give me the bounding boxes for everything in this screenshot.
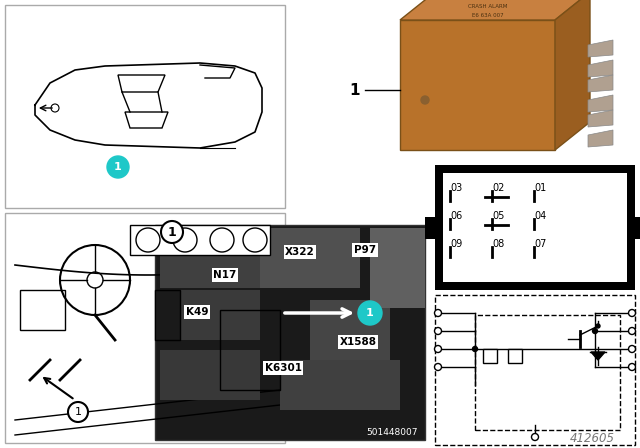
- Polygon shape: [588, 75, 613, 92]
- Bar: [633, 217, 640, 239]
- Bar: [280, 360, 400, 410]
- Text: 05: 05: [492, 211, 504, 221]
- Circle shape: [628, 345, 636, 353]
- Bar: [130, 225, 270, 255]
- Circle shape: [593, 328, 598, 333]
- Text: 02: 02: [492, 183, 504, 193]
- Text: E6 63A 007: E6 63A 007: [472, 13, 503, 17]
- Polygon shape: [591, 352, 605, 360]
- Text: 1: 1: [114, 162, 122, 172]
- Text: N17: N17: [213, 270, 237, 280]
- Circle shape: [435, 327, 442, 335]
- Polygon shape: [118, 75, 165, 92]
- Bar: [508, 349, 522, 363]
- Bar: [5, 5, 285, 208]
- Text: 1: 1: [168, 225, 177, 238]
- Text: 501448007: 501448007: [367, 427, 418, 436]
- Bar: [400, 20, 555, 150]
- Bar: [475, 315, 620, 430]
- Text: K6301: K6301: [264, 363, 301, 373]
- Bar: [425, 217, 437, 239]
- Text: 09: 09: [450, 239, 462, 249]
- Circle shape: [435, 310, 442, 316]
- Text: 03: 03: [450, 183, 462, 193]
- Text: 08: 08: [492, 239, 504, 249]
- Text: X322: X322: [285, 247, 315, 257]
- Bar: [370, 228, 425, 308]
- Text: K49: K49: [186, 307, 208, 317]
- Polygon shape: [125, 112, 168, 128]
- Polygon shape: [400, 0, 590, 20]
- Polygon shape: [588, 110, 613, 127]
- Bar: [260, 228, 360, 288]
- Bar: [443, 173, 627, 282]
- Text: 07: 07: [534, 239, 547, 249]
- Circle shape: [596, 324, 600, 328]
- Text: P97: P97: [354, 245, 376, 255]
- Text: 04: 04: [534, 211, 547, 221]
- Text: 1: 1: [349, 82, 360, 98]
- Bar: [435, 295, 635, 445]
- Bar: [483, 349, 497, 363]
- Polygon shape: [588, 60, 613, 77]
- Bar: [435, 165, 635, 290]
- Bar: [155, 225, 425, 440]
- Circle shape: [421, 96, 429, 104]
- Circle shape: [51, 104, 59, 112]
- Circle shape: [628, 310, 636, 316]
- Circle shape: [435, 345, 442, 353]
- Bar: [160, 228, 260, 288]
- Polygon shape: [588, 95, 613, 112]
- Circle shape: [107, 156, 129, 178]
- Text: 01: 01: [534, 183, 547, 193]
- Text: CRASH ALARM: CRASH ALARM: [468, 4, 507, 9]
- Text: 412605: 412605: [570, 432, 615, 445]
- Bar: [180, 290, 260, 340]
- Circle shape: [68, 402, 88, 422]
- Polygon shape: [555, 0, 590, 150]
- Circle shape: [161, 221, 183, 243]
- Circle shape: [435, 363, 442, 370]
- Circle shape: [531, 434, 538, 440]
- Circle shape: [628, 363, 636, 370]
- Text: 06: 06: [450, 211, 462, 221]
- Polygon shape: [588, 130, 613, 147]
- Bar: [5, 213, 285, 443]
- Bar: [160, 350, 260, 400]
- Circle shape: [628, 327, 636, 335]
- Polygon shape: [588, 40, 613, 57]
- Text: X1588: X1588: [339, 337, 376, 347]
- Circle shape: [472, 346, 477, 352]
- Circle shape: [358, 301, 382, 325]
- Bar: [310, 300, 390, 360]
- Text: 1: 1: [74, 407, 81, 417]
- Text: 1: 1: [366, 308, 374, 318]
